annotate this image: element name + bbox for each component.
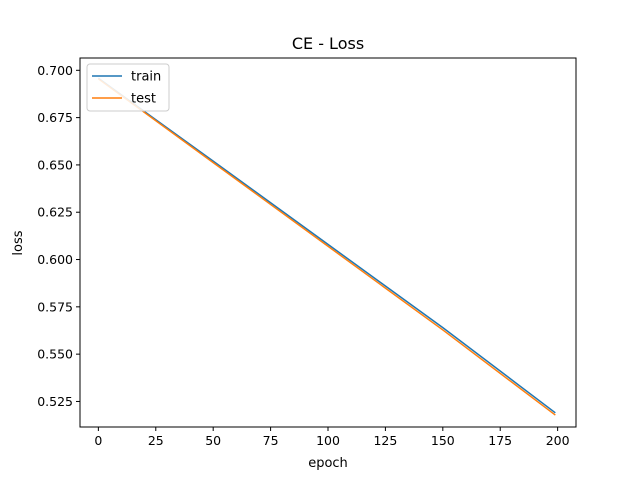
x-tick-label: 50 <box>205 433 221 448</box>
legend: train test <box>86 63 170 112</box>
y-tick-label: 0.575 <box>37 299 73 314</box>
y-tick-label: 0.650 <box>37 157 73 172</box>
x-tick-label: 25 <box>148 433 164 448</box>
plot-lines <box>97 77 556 416</box>
x-tick-label: 100 <box>316 433 340 448</box>
x-tick-label: 150 <box>431 433 455 448</box>
y-axis-label: loss <box>11 230 26 255</box>
y-tick-label: 0.675 <box>37 110 73 125</box>
x-tick-label: 175 <box>488 433 512 448</box>
y-tick-label: 0.525 <box>37 394 73 409</box>
x-tick-label: 200 <box>546 433 570 448</box>
y-axis: 0.525 0.550 0.575 0.600 0.625 0.650 0.675 0.700 <box>37 63 80 409</box>
legend-label-test: test <box>131 92 156 107</box>
series-line-train <box>97 77 556 414</box>
x-tick-label: 75 <box>263 433 279 448</box>
x-tick-label: 0 <box>94 433 102 448</box>
y-tick-label: 0.700 <box>37 63 73 78</box>
legend-label-train: train <box>131 70 161 85</box>
x-axis: 0 25 50 75 100 125 150 175 200 <box>94 427 570 448</box>
series-line-test <box>97 78 556 416</box>
x-axis-label: epoch <box>308 456 348 471</box>
chart-title: CE - Loss <box>292 34 364 53</box>
y-tick-label: 0.600 <box>37 252 73 267</box>
y-tick-label: 0.550 <box>37 347 73 362</box>
y-tick-label: 0.625 <box>37 205 73 220</box>
x-tick-label: 125 <box>373 433 397 448</box>
